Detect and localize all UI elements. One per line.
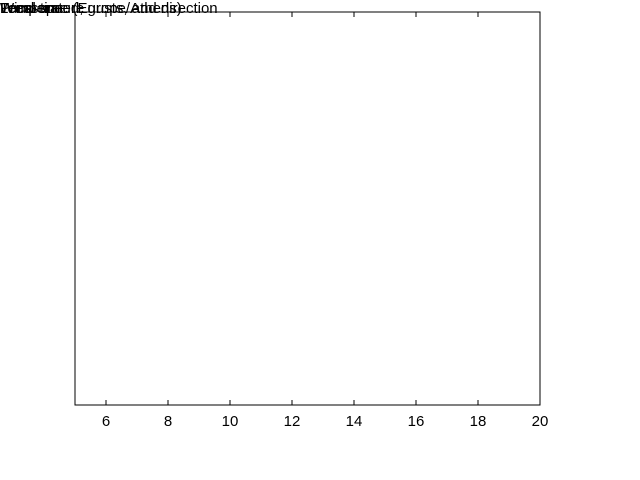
x-axis-title: Local time (Europe/Athens) <box>0 0 182 17</box>
x-tick-label-18: 18 <box>469 413 487 430</box>
x-tick-label-8: 8 <box>163 413 173 430</box>
x-tick-label-14: 14 <box>345 413 363 430</box>
x-tick-label-6: 6 <box>101 413 111 430</box>
legend-item-pressure[interactable]: Pressure <box>0 0 61 17</box>
x-tick-label-12: 12 <box>283 413 301 430</box>
x-tick-label-20: 20 <box>531 413 549 430</box>
x-tick-label-10: 10 <box>221 413 239 430</box>
x-tick-label-16: 16 <box>407 413 425 430</box>
legend-item-wind-speed[interactable]: Wind speed, gusts, and direction <box>0 0 218 17</box>
legend-item-temperature[interactable]: Temperature <box>0 0 85 17</box>
x-axis-ticks <box>105 12 541 405</box>
plot-frame <box>74 11 541 406</box>
